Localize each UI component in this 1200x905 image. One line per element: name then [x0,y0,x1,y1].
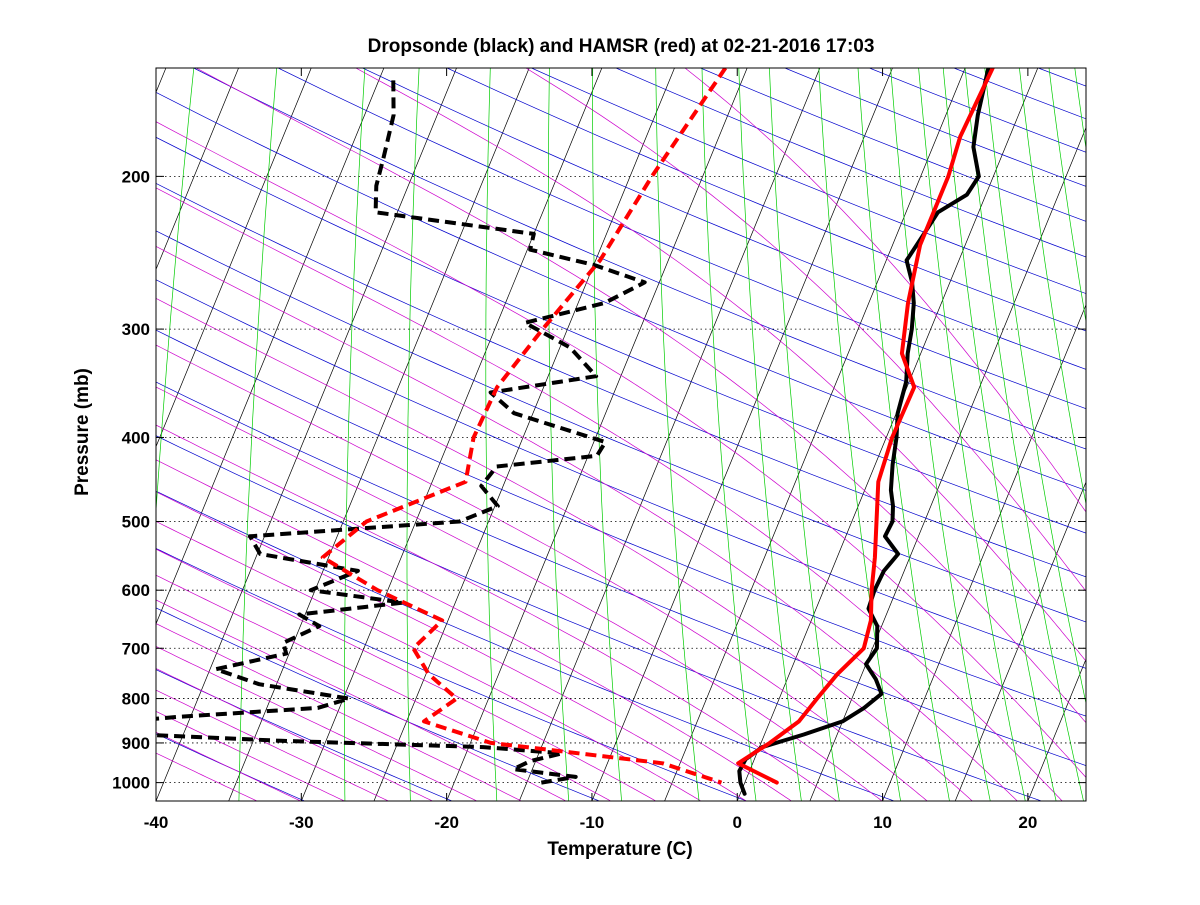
moist-adiabat-line [156,245,1018,801]
y-tick-label: 800 [122,690,150,709]
hamsr-temperature-line [736,68,995,785]
dry-adiabat-line [156,607,601,801]
series-layer [156,68,995,796]
isobar-grid [156,175,1086,784]
moist-adiabat-line [156,668,434,801]
x-tick-label: -10 [580,813,605,832]
y-tick-label: 700 [122,639,150,658]
moist-adiabat-line [156,459,793,801]
dry-adiabat-line [156,733,306,801]
background-lines [156,68,1086,801]
isotherm-line [373,68,675,801]
mixing-ratio-line [1019,68,1086,506]
isotherm-line [300,68,603,801]
moist-adiabat-line [156,731,302,801]
x-tick-label: 0 [733,813,742,832]
mixing-ratio-line [238,68,278,801]
isotherm-line [446,68,748,801]
moist-adiabat-line [156,623,522,801]
y-tick-label: 900 [122,734,150,753]
mixing-ratio-line [964,68,1084,801]
isotherm-line [1027,658,1086,801]
dry-adiabat-line [277,68,1086,410]
mixing-ratio-line [547,68,570,801]
y-axis-title: Pressure (mb) [72,368,93,496]
isotherm-line [156,68,312,448]
dry-adiabat-line [156,329,1086,717]
dry-adiabat-line [192,68,1086,450]
isotherm-line [518,68,821,801]
isotherm-line [809,126,1086,801]
mixing-ratio-line [655,68,700,801]
y-tick-label: 600 [122,581,150,600]
mixing-ratio-line [918,68,1026,801]
mixing-ratio-line [769,68,840,801]
dropsonde-dewpoint-line [156,80,647,785]
moist-adiabat-line [156,548,657,801]
plot-frame [155,67,1087,802]
mixing-ratio-line [156,68,195,517]
moist-adiabat-line [156,386,883,801]
x-tick-label: -30 [289,813,314,832]
moist-adiabat-line [156,424,838,801]
mixing-ratio-line [818,68,902,801]
isotherm-line [591,68,893,801]
dry-adiabat-line [156,136,1086,534]
isotherm-line [954,481,1086,801]
mixing-ratio-line [406,68,420,801]
dry-adiabat-line [361,68,1086,370]
y-tick-label: 400 [122,428,150,447]
moist-adiabat-line [156,574,612,801]
y-tick-label: 300 [122,320,150,339]
isotherm-line [882,303,1086,801]
moist-adiabat-line [355,68,1086,662]
moist-adiabat-line [195,68,1086,724]
mixing-ratio-line [984,68,1086,705]
moist-adiabat-line [156,752,258,801]
dry-adiabat-line [156,183,1086,578]
dry-adiabat-line [156,91,1086,491]
x-axis-title: Temperature (C) [547,839,692,860]
moist-adiabat-line [156,121,1086,778]
moist-adiabat-line [156,298,973,801]
moist-adiabat-line [156,646,478,801]
hamsr-dewpoint-line [320,68,728,785]
y-tick-label: 1000 [112,774,150,793]
isotherm-line [156,68,457,801]
plot-background [156,68,1086,801]
y-tick-label: 500 [122,513,150,532]
moist-adiabat-line [525,68,1086,592]
dry-adiabat-line [156,279,1086,669]
dry-adiabat-line [156,490,896,801]
isotherm-line [228,68,530,801]
dry-adiabat-line [156,548,748,801]
y-tick-label: 200 [122,167,150,186]
moist-adiabat-line [156,491,747,801]
dry-adiabat-line [156,669,453,801]
x-tick-label: 20 [1018,813,1037,832]
x-tick-label: -40 [144,813,169,832]
mixing-ratio-line [857,68,950,801]
moist-adiabat-line [156,689,390,801]
moist-adiabat-line [156,599,567,801]
isotherm-line [156,68,385,625]
moist-adiabat-line [684,68,1086,513]
moist-adiabat-line [156,344,928,801]
dry-adiabat-line [156,435,1043,801]
x-tick-label: 10 [873,813,892,832]
mixing-ratio-line [592,68,623,801]
mixing-ratio-line [485,68,498,801]
mixing-ratio-line [1048,68,1086,324]
dry-adiabat-line [446,68,1086,332]
mixing-ratio-line [942,68,1057,801]
chart-title: Dropsonde (black) and HAMSR (red) at 02-… [368,36,875,57]
mixing-ratio-line [738,68,802,801]
moist-adiabat-line [156,187,1063,801]
moist-adiabat-line [156,710,346,801]
x-tick-label: -20 [434,813,459,832]
